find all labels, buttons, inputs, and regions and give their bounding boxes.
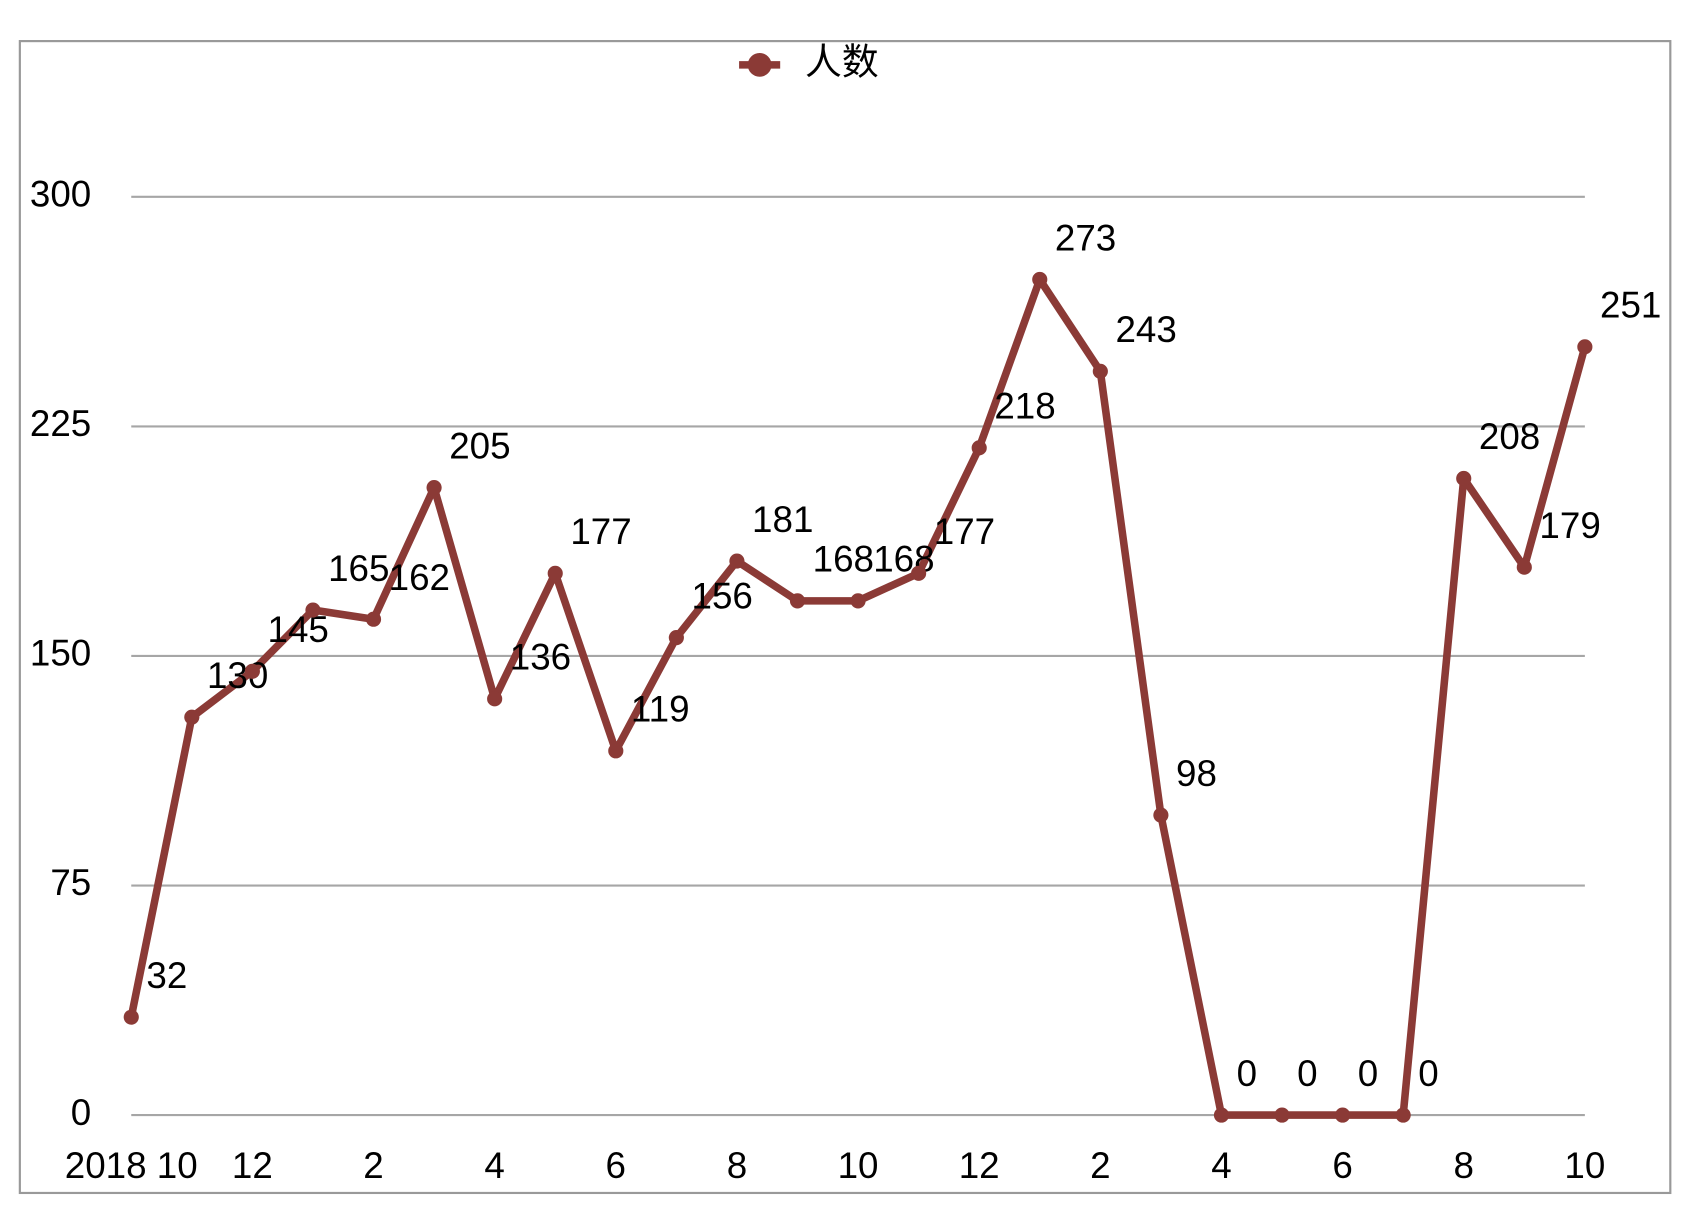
x-tick-label: 2 xyxy=(363,1145,383,1186)
x-tick-label: 10 xyxy=(1564,1145,1605,1186)
x-tick-label: 4 xyxy=(484,1145,504,1186)
data-point xyxy=(850,593,866,609)
data-label: 218 xyxy=(994,386,1055,427)
x-tick-label: 4 xyxy=(1211,1145,1231,1186)
data-label: 0 xyxy=(1237,1053,1257,1094)
data-point xyxy=(668,630,684,646)
data-point xyxy=(1456,470,1472,487)
data-point xyxy=(911,565,927,581)
data-label: 162 xyxy=(389,557,450,598)
data-point xyxy=(487,691,503,707)
data-point xyxy=(1153,807,1169,823)
x-tick-label: 12 xyxy=(232,1145,273,1186)
data-point xyxy=(1395,1107,1411,1123)
data-label: 0 xyxy=(1297,1053,1317,1094)
data-point xyxy=(1032,271,1048,288)
data-label: 179 xyxy=(1539,505,1600,546)
y-tick-label: 225 xyxy=(30,403,91,444)
data-label: 156 xyxy=(692,575,753,616)
legend-marker xyxy=(747,52,772,77)
data-label: 98 xyxy=(1176,753,1217,794)
data-point xyxy=(184,709,200,725)
x-tick-label: 8 xyxy=(727,1145,747,1186)
data-point xyxy=(1577,339,1593,355)
data-point xyxy=(1092,363,1108,379)
legend-label: 人数 xyxy=(805,42,879,83)
data-point xyxy=(123,1009,139,1025)
data-point xyxy=(608,743,624,759)
x-tick-label: 10 xyxy=(838,1145,879,1186)
chart-frame xyxy=(18,40,1672,1195)
x-tick-label: 6 xyxy=(1332,1145,1352,1186)
y-tick-label: 75 xyxy=(50,862,91,903)
data-label: 177 xyxy=(934,511,995,552)
data-point xyxy=(789,593,806,609)
x-tick-label: 8 xyxy=(1454,1145,1474,1186)
data-label: 177 xyxy=(570,511,631,552)
data-point xyxy=(244,663,260,679)
data-label: 32 xyxy=(146,955,187,996)
data-label: 208 xyxy=(1479,416,1540,457)
data-label: 119 xyxy=(631,689,690,730)
x-tick-label: 2 xyxy=(1090,1145,1110,1186)
data-label: 145 xyxy=(268,609,329,650)
data-point xyxy=(1274,1107,1290,1123)
data-label: 0 xyxy=(1358,1053,1378,1094)
x-tick-label: 2018 10 xyxy=(65,1145,198,1186)
data-label: 205 xyxy=(449,425,510,466)
data-label: 165 xyxy=(328,548,389,589)
data-label: 243 xyxy=(1115,309,1176,350)
data-label: 130 xyxy=(207,655,268,696)
data-label: 136 xyxy=(510,637,571,678)
data-label: 181 xyxy=(752,499,813,540)
data-point xyxy=(971,440,987,456)
data-label: 0 xyxy=(1418,1053,1438,1094)
data-point xyxy=(1335,1107,1351,1123)
x-tick-label: 6 xyxy=(606,1145,626,1186)
data-label: 251 xyxy=(1600,285,1661,326)
data-point xyxy=(305,602,321,618)
data-point xyxy=(729,553,745,569)
data-point xyxy=(1213,1107,1230,1123)
data-point xyxy=(365,611,382,627)
y-tick-label: 0 xyxy=(71,1092,91,1133)
y-tick-label: 300 xyxy=(30,174,91,215)
x-tick-label: 12 xyxy=(959,1145,1000,1186)
data-point xyxy=(426,480,442,496)
data-label: 273 xyxy=(1055,217,1116,258)
data-point xyxy=(1516,559,1532,575)
y-tick-label: 150 xyxy=(30,633,91,674)
data-label: 168 xyxy=(813,539,874,580)
data-point xyxy=(547,565,563,581)
